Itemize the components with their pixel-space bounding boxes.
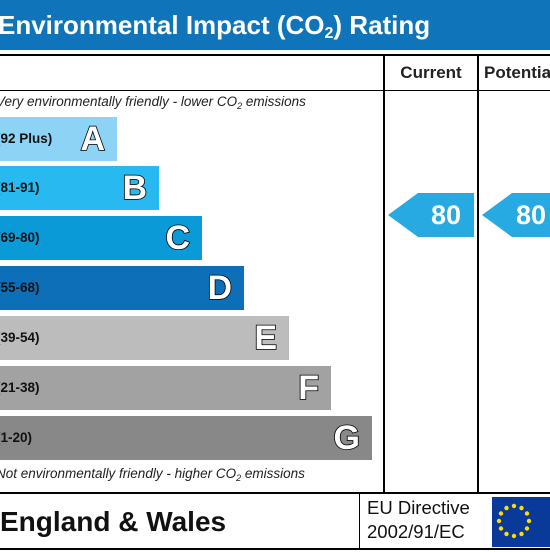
potential-rating-arrow: 80 (482, 193, 550, 237)
band-a: (92 Plus) A (0, 117, 117, 161)
note-top: Very environmentally friendly - lower CO… (0, 94, 306, 111)
band-d: (55-68) D (0, 266, 244, 310)
eu-star (524, 526, 530, 531)
band-range-label: (1-20) (0, 430, 33, 445)
eu-star (498, 526, 504, 531)
band-letter: A (80, 119, 106, 159)
band-letter: D (207, 268, 233, 308)
frame-bottom (0, 548, 550, 550)
eu-star (498, 511, 504, 516)
potential-rating-value: 80 (515, 200, 547, 230)
band-range-label: (39-54) (0, 330, 40, 345)
band-g: (1-20) G (0, 416, 372, 460)
band-c: (69-80) C (0, 216, 202, 260)
band-letter: G (333, 418, 361, 458)
frame-divider-1 (383, 54, 385, 494)
eu-star (511, 503, 517, 509)
eu-star (519, 531, 524, 537)
eu-directive-line1: EU Directive (367, 497, 470, 518)
eu-star (504, 505, 509, 511)
frame-footer-top (0, 492, 550, 494)
band-range-label: (55-68) (0, 280, 40, 295)
frame-top (0, 54, 550, 56)
column-header-potential: Potential (484, 63, 550, 82)
band-f: (21-38) F (0, 366, 331, 410)
eu-star (511, 533, 517, 539)
band-letter: E (254, 318, 278, 358)
eu-star (519, 505, 524, 511)
column-header-current: Current (400, 63, 462, 82)
band-e: (39-54) E (0, 316, 289, 360)
band-letter: B (122, 168, 148, 208)
chart-title-bar: Environmental Impact (CO2) Rating (0, 0, 550, 50)
note-bottom: Not environmentally friendly - higher CO… (0, 466, 305, 483)
eu-star (496, 518, 502, 524)
eu-directive: EU Directive 2002/91/EC (367, 496, 485, 544)
eu-star (504, 531, 509, 537)
frame-footer-divider (359, 492, 360, 550)
eu-flag-icon (492, 497, 550, 547)
band-letter: F (297, 368, 319, 408)
band-letter: C (165, 218, 191, 258)
frame-header-line (0, 90, 550, 91)
eu-directive-line2: 2002/91/EC (367, 521, 465, 542)
eu-star (524, 511, 530, 516)
chart-title: Environmental Impact (CO2) Rating (0, 10, 431, 42)
band-b: (81-91) B (0, 166, 159, 210)
band-range-label: (92 Plus) (0, 131, 53, 146)
current-rating-value: 80 (430, 200, 462, 230)
eu-star (526, 518, 532, 524)
band-range-label: (69-80) (0, 230, 40, 245)
band-range-label: (81-91) (0, 180, 40, 195)
region-label: England & Wales (0, 506, 227, 537)
band-range-label: (21-38) (0, 380, 40, 395)
current-rating-arrow: 80 (388, 193, 474, 237)
frame-divider-2 (477, 54, 479, 494)
